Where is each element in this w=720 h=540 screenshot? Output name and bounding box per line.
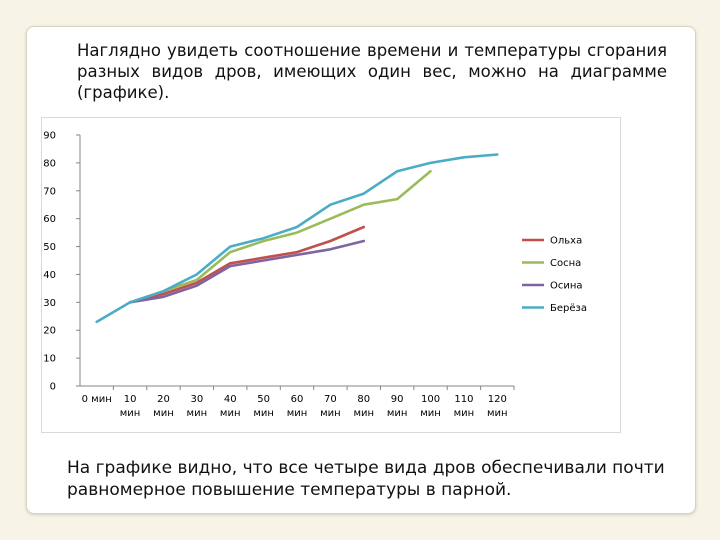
legend-label: Ольха	[550, 236, 582, 247]
y-tick-label: 20	[43, 326, 56, 337]
series-line-3	[128, 239, 366, 304]
series-line-2	[128, 170, 432, 304]
chart-container: 0 10 20 30 40 50 60 70 80 90 0 мин 10 мин 20 мин 30 мин 4…	[41, 117, 621, 433]
legend-label: Осина	[550, 281, 583, 292]
x-tick-label: 60	[291, 394, 304, 405]
y-tick-label: 80	[43, 158, 56, 169]
x-tick-label: 90	[391, 394, 404, 405]
y-tick-label: 40	[43, 270, 56, 281]
x-tick-label-unit: мин	[387, 408, 408, 419]
y-tick-label: 50	[43, 242, 56, 253]
x-tick-label-unit: мин	[287, 408, 308, 419]
slide-card: Наглядно увидеть соотношение времени и т…	[26, 26, 696, 514]
y-tick-label: 30	[43, 298, 56, 309]
y-tick-label: 60	[43, 214, 56, 225]
series-line-4	[95, 153, 499, 324]
x-tick-label: 20	[157, 394, 170, 405]
series-line-1	[128, 225, 366, 304]
x-tick-label-unit: мин	[487, 408, 508, 419]
x-tick-label-unit: мин	[454, 408, 475, 419]
x-tick-label-unit: мин	[120, 408, 141, 419]
x-tick-label: 100	[421, 394, 440, 405]
x-tick-label-unit: мин	[253, 408, 274, 419]
x-tick-label-unit: мин	[153, 408, 174, 419]
x-tick-label: 30	[190, 394, 203, 405]
x-tick-label: 110	[454, 394, 473, 405]
legend-label: Сосна	[550, 258, 581, 269]
x-tick-label-unit: мин	[353, 408, 374, 419]
line-chart: 0 10 20 30 40 50 60 70 80 90 0 мин 10 мин 20 мин 30 мин 4…	[43, 131, 587, 420]
x-tick-label-unit: мин	[220, 408, 241, 419]
x-tick-label: 50	[257, 394, 270, 405]
x-tick-label: 40	[224, 394, 237, 405]
y-tick-label: 0	[50, 382, 56, 393]
y-tick-label: 90	[43, 131, 56, 142]
x-tick-label: 0 мин	[82, 394, 112, 405]
x-tick-label: 70	[324, 394, 337, 405]
x-tick-label: 10	[124, 394, 137, 405]
y-tick-label: 10	[43, 354, 56, 365]
conclusion-paragraph: На графике видно, что все четыре вида др…	[67, 458, 665, 500]
x-tick-label-unit: мин	[320, 408, 341, 419]
y-tick-label: 70	[43, 186, 56, 197]
intro-paragraph: Наглядно увидеть соотношение времени и т…	[77, 41, 667, 102]
x-tick-label: 120	[488, 394, 507, 405]
x-tick-label: 80	[357, 394, 370, 405]
x-tick-label-unit: мин	[187, 408, 208, 419]
x-tick-label-unit: мин	[420, 408, 441, 419]
legend-label: Берёза	[550, 303, 587, 314]
